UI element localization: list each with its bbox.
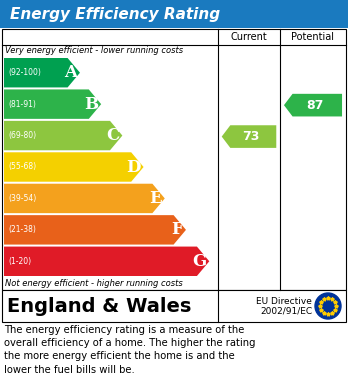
Circle shape — [315, 293, 341, 319]
Text: EU Directive: EU Directive — [256, 298, 312, 307]
Polygon shape — [284, 94, 342, 117]
Text: 2002/91/EC: 2002/91/EC — [260, 307, 312, 316]
Text: (55-68): (55-68) — [8, 163, 36, 172]
Polygon shape — [222, 125, 276, 148]
Text: Current: Current — [231, 32, 267, 42]
Text: England & Wales: England & Wales — [7, 296, 191, 316]
Polygon shape — [4, 215, 186, 245]
Text: F: F — [171, 221, 183, 239]
Bar — [0, 0, 348, 28]
Text: Very energy efficient - lower running costs: Very energy efficient - lower running co… — [5, 46, 183, 55]
Text: A: A — [64, 64, 77, 81]
Text: E: E — [149, 190, 162, 207]
Text: Potential: Potential — [292, 32, 334, 42]
Text: 87: 87 — [306, 99, 324, 112]
Text: (39-54): (39-54) — [8, 194, 36, 203]
Polygon shape — [4, 152, 144, 182]
Text: G: G — [192, 253, 206, 270]
Text: The energy efficiency rating is a measure of the
overall efficiency of a home. T: The energy efficiency rating is a measur… — [4, 325, 255, 375]
Text: D: D — [126, 158, 141, 176]
Text: Energy Efficiency Rating: Energy Efficiency Rating — [10, 7, 220, 22]
Polygon shape — [4, 58, 80, 88]
Text: Not energy efficient - higher running costs: Not energy efficient - higher running co… — [5, 279, 183, 288]
Polygon shape — [4, 121, 122, 150]
Text: B: B — [84, 96, 98, 113]
Text: C: C — [106, 127, 119, 144]
Text: 73: 73 — [242, 130, 260, 143]
Polygon shape — [4, 247, 209, 276]
Bar — [2, 29, 346, 290]
Polygon shape — [4, 90, 101, 119]
Text: (69-80): (69-80) — [8, 131, 36, 140]
Text: (1-20): (1-20) — [8, 257, 31, 266]
Text: (92-100): (92-100) — [8, 68, 41, 77]
Polygon shape — [4, 184, 165, 213]
Bar — [2, 290, 346, 322]
Text: (81-91): (81-91) — [8, 100, 36, 109]
Text: (21-38): (21-38) — [8, 225, 36, 234]
